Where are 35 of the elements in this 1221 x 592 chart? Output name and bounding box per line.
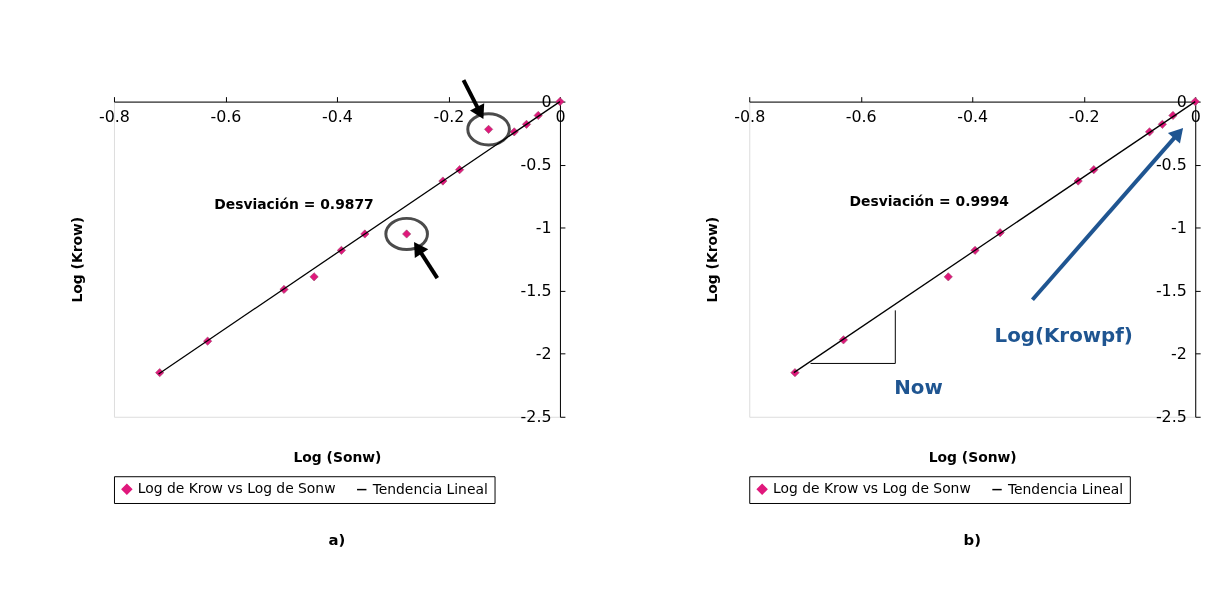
- y-tick-label: -1: [1171, 218, 1187, 238]
- text: a): [328, 531, 346, 550]
- x-tick-label: -0.2: [1068, 106, 1100, 126]
- y-tick-label: -1: [535, 218, 552, 238]
- legend-label: Tendencia Lineal: [371, 480, 488, 497]
- x-tick-label: -0.6: [845, 106, 877, 126]
- x-tick-label: -0.8: [734, 106, 766, 126]
- legend-label: Log de Krow vs Log de Sonw: [137, 480, 336, 497]
- y-tick-label: -0.5: [520, 155, 552, 175]
- annotation: Desviación = 0.9994: [849, 193, 1009, 210]
- y-tick-label: -1.5: [520, 281, 552, 301]
- x-axis-title: Log (Sonw): [293, 448, 382, 465]
- legend-label: Log de Krow vs Log de Sonw: [773, 480, 971, 497]
- y-tick-label: -2: [535, 344, 552, 364]
- y-tick-label: -2: [1171, 344, 1187, 364]
- text: b): [963, 531, 981, 550]
- annotation: Desviación = 0.9877: [214, 195, 374, 212]
- annotation: Now: [894, 375, 943, 399]
- x-tick-label: -0.4: [957, 106, 989, 126]
- y-tick-label: -1.5: [1155, 281, 1187, 301]
- x-tick-label: -0.4: [322, 106, 353, 126]
- x-tick-label: -0.8: [99, 106, 130, 126]
- annotation: Log(Krowpf): [994, 324, 1133, 348]
- point: [309, 272, 319, 282]
- x-tick-label: -0.6: [210, 106, 242, 126]
- legend-label: Tendencia Lineal: [1006, 480, 1124, 497]
- y-tick-label: -2.5: [1155, 407, 1187, 427]
- y-tick-label: -2.5: [520, 407, 552, 427]
- x-axis-title: Log (Sonw): [928, 448, 1017, 465]
- y-axis-title: Log (Krow): [68, 216, 85, 303]
- y-tick-label: -0.5: [1155, 155, 1187, 175]
- point: [943, 272, 953, 282]
- point: [1190, 97, 1200, 107]
- y-axis-title: Log (Krow): [704, 216, 721, 303]
- x-tick-label: -0.2: [433, 106, 465, 126]
